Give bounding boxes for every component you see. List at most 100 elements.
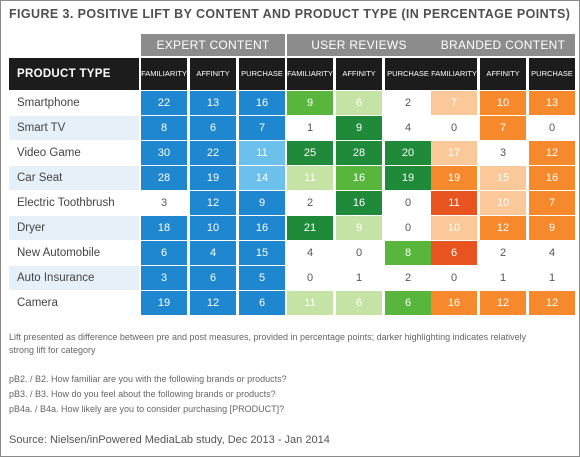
table-cell: 22 (190, 141, 236, 165)
table-cell: 3 (141, 266, 187, 290)
table-cell: 5 (239, 266, 285, 290)
table-cell: 22 (141, 91, 187, 115)
table-cell: 0 (355, 247, 363, 259)
table-cell: 6 (190, 266, 236, 290)
product-type-header: PRODUCT TYPE (9, 58, 139, 90)
column-header-affinity: AFFINITY (336, 58, 382, 90)
row-label: New Automobile (17, 247, 101, 259)
table-cell: 16 (529, 166, 575, 190)
table-cell: 4 (404, 122, 412, 134)
table-cell: 0 (548, 122, 556, 134)
table-cell: 2 (404, 272, 412, 284)
table-cell: 18 (141, 216, 187, 240)
row-label: Dryer (9, 216, 139, 240)
table-cell: 16 (431, 291, 477, 315)
table-cell: 7 (529, 191, 575, 215)
table-cell: 11 (239, 141, 285, 165)
note-line-1: Lift presented as difference between pre… (9, 332, 527, 342)
table-cell: 1 (548, 272, 556, 284)
table-cell: 19 (385, 166, 431, 190)
row-label: Camera (17, 297, 58, 309)
column-header-familiarity: FAMILIARITY (287, 58, 333, 90)
table-cell: 0 (450, 122, 458, 134)
table-cell: 0 (404, 222, 412, 234)
table-cell: 2 (404, 97, 412, 109)
table-cell: 9 (529, 216, 575, 240)
table-cell: 0 (306, 272, 314, 284)
column-header-affinity: AFFINITY (190, 58, 236, 90)
table-cell: 12 (190, 191, 236, 215)
table-cell: 10 (480, 191, 526, 215)
column-header-affinity: AFFINITY (480, 58, 526, 90)
row-label: Smartphone (17, 97, 80, 109)
table-cell: 17 (431, 141, 477, 165)
table-cell: 7 (431, 91, 477, 115)
table-cell: 0 (404, 197, 412, 209)
table-cell: 25 (287, 141, 333, 165)
note-line-4: pB3. / B3. How do you feel about the fol… (9, 389, 276, 399)
table-cell: 9 (239, 191, 285, 215)
table-cell: 12 (190, 291, 236, 315)
table-cell: 30 (141, 141, 187, 165)
row-label: Smart TV (9, 116, 139, 140)
group-header-user-reviews: USER REVIEWS (287, 34, 431, 56)
table-cell: 4 (548, 247, 556, 259)
table-cell: 20 (385, 141, 431, 165)
table-cell: 2 (306, 197, 314, 209)
column-header-purchase: PURCHASE (529, 58, 575, 90)
table-cell: 2 (499, 247, 507, 259)
table-cell: 4 (190, 241, 236, 265)
table-cell: 6 (336, 91, 382, 115)
row-label: Car Seat (9, 166, 139, 190)
table-cell: 0 (450, 272, 458, 284)
column-header-familiarity: FAMILIARITY (431, 58, 477, 90)
row-label: Electric Toothbrush (17, 197, 115, 209)
table-cell: 13 (529, 91, 575, 115)
table-cell: 7 (239, 116, 285, 140)
table-cell: 12 (480, 216, 526, 240)
table-cell: 6 (239, 291, 285, 315)
table-cell: 12 (529, 141, 575, 165)
table-cell: 3 (499, 147, 507, 159)
row-label: Video Game (17, 147, 81, 159)
group-header-branded-content: BRANDED CONTENT (431, 34, 575, 56)
table-cell: 8 (141, 116, 187, 140)
table-cell: 19 (190, 166, 236, 190)
table-cell: 28 (141, 166, 187, 190)
table-cell: 9 (336, 116, 382, 140)
table-cell: 19 (431, 166, 477, 190)
table-cell: 6 (190, 116, 236, 140)
figure-title: FIGURE 3. POSITIVE LIFT BY CONTENT AND P… (9, 7, 571, 21)
table-cell: 13 (190, 91, 236, 115)
table-cell: 16 (239, 216, 285, 240)
table-cell: 11 (287, 166, 333, 190)
table-cell: 19 (141, 291, 187, 315)
table-cell: 11 (431, 191, 477, 215)
source-note: Source: Nielsen/inPowered MediaLab study… (9, 434, 330, 446)
table-cell: 16 (336, 166, 382, 190)
table-cell: 6 (141, 241, 187, 265)
note-line-5: pB4a. / B4a. How likely are you to consi… (9, 404, 285, 414)
note-line-2: strong lift for category (9, 345, 96, 355)
table-cell: 6 (431, 241, 477, 265)
column-header-purchase: PURCHASE (385, 58, 431, 90)
table-cell: 4 (306, 247, 314, 259)
table-cell: 10 (190, 216, 236, 240)
table-cell: 16 (336, 191, 382, 215)
table-cell: 12 (480, 291, 526, 315)
table-cell: 28 (336, 141, 382, 165)
table-cell: 14 (239, 166, 285, 190)
row-label: Auto Insurance (9, 266, 139, 290)
table-cell: 9 (336, 216, 382, 240)
group-header-expert-content: EXPERT CONTENT (141, 34, 285, 56)
table-cell: 21 (287, 216, 333, 240)
table-cell: 3 (160, 197, 168, 209)
column-header-familiarity: FAMILIARITY (141, 58, 187, 90)
table-cell: 16 (239, 91, 285, 115)
table-cell: 12 (529, 291, 575, 315)
table-cell: 7 (480, 116, 526, 140)
table-cell: 1 (499, 272, 507, 284)
note-line-3: pB2. / B2. How familiar are you with the… (9, 374, 287, 384)
table-cell: 8 (385, 241, 431, 265)
